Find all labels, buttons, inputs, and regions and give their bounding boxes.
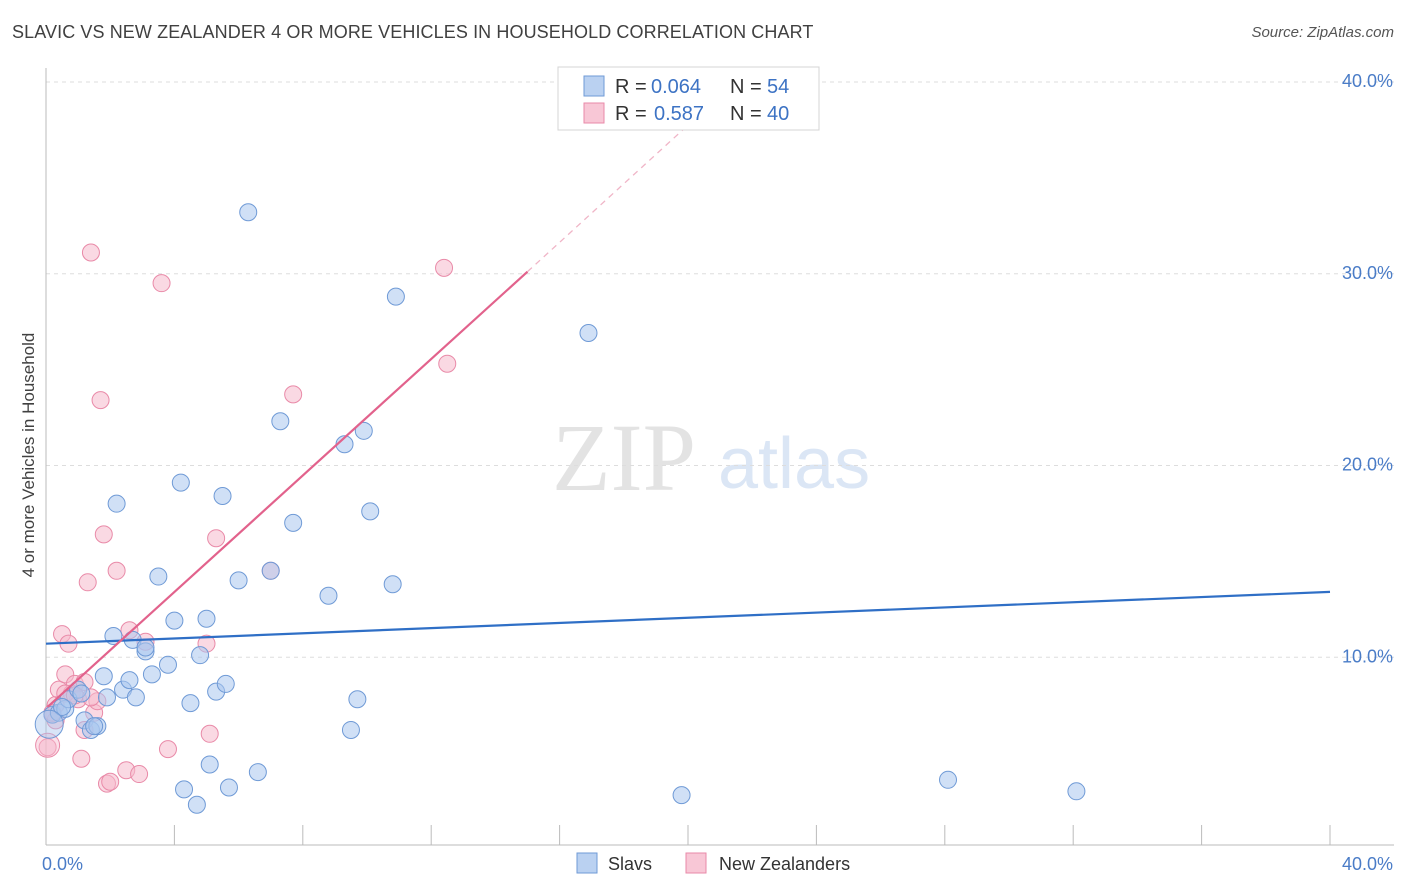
nz-point-32 bbox=[435, 258, 454, 277]
nz-trend-line bbox=[46, 270, 529, 708]
slavs-point-40 bbox=[341, 720, 360, 739]
y-tick-labels: 10.0% 20.0% 30.0% 40.0% bbox=[1342, 71, 1393, 666]
trend-lines bbox=[45, 115, 1331, 708]
chart-source: Source: ZipAtlas.com bbox=[1251, 24, 1394, 41]
nz-point-31 bbox=[284, 385, 303, 404]
y-tick-label-3: 40.0% bbox=[1342, 71, 1393, 91]
nz-point-25 bbox=[152, 274, 171, 293]
slavs-point-24 bbox=[187, 795, 206, 814]
y-tick-label-1: 20.0% bbox=[1342, 455, 1393, 475]
x-tick-labels: 0.0% 40.0% bbox=[42, 854, 1393, 874]
slavs-point-9 bbox=[97, 688, 116, 707]
slavs-point-53 bbox=[72, 684, 91, 703]
slavs-point-37 bbox=[284, 513, 303, 532]
gridlines bbox=[46, 81, 1394, 658]
slavs-point-26 bbox=[197, 609, 216, 628]
legend-n-label-slavs: N = bbox=[730, 76, 762, 98]
slavs-point-11 bbox=[107, 494, 126, 513]
bottom-legend-swatch-nz bbox=[685, 852, 707, 874]
slavs-point-cluster bbox=[34, 709, 64, 739]
slavs-points bbox=[34, 203, 1086, 814]
y-axis-label: 4 or more Vehicles in Household bbox=[19, 333, 38, 578]
slavs-point-18 bbox=[149, 567, 168, 586]
new-zealanders-points bbox=[35, 243, 457, 793]
slavs-point-34 bbox=[248, 763, 267, 782]
slavs-point-45 bbox=[386, 287, 405, 306]
slavs-point-36 bbox=[271, 412, 290, 431]
y-tick-label-2: 30.0% bbox=[1342, 263, 1393, 283]
slavs-point-22 bbox=[175, 780, 194, 799]
slavs-point-23 bbox=[181, 694, 200, 713]
slavs-point-25 bbox=[191, 646, 210, 665]
slavs-point-13 bbox=[120, 671, 139, 690]
watermark-atlas: atlas bbox=[718, 424, 870, 504]
nz-point-0 bbox=[38, 738, 57, 757]
nz-point-20 bbox=[107, 561, 126, 580]
watermark-zip: ZIP bbox=[552, 404, 696, 511]
nz-point-28 bbox=[200, 724, 219, 743]
legend-r-label-nz: R = bbox=[615, 103, 647, 125]
x-tick-label-1: 40.0% bbox=[1342, 854, 1393, 874]
legend-swatch-nz bbox=[583, 102, 605, 124]
series-legend: Slavs New Zealanders bbox=[576, 852, 850, 874]
axes bbox=[45, 68, 1394, 846]
slavs-point-31 bbox=[219, 778, 238, 797]
chart-title: SLAVIC VS NEW ZEALANDER 4 OR MORE VEHICL… bbox=[12, 22, 814, 42]
correlation-legend: R = 0.064 N = 54 R = 0.587 N = 40 bbox=[557, 66, 820, 131]
slavs-point-33 bbox=[239, 203, 258, 222]
slavs-point-35 bbox=[261, 561, 280, 580]
bottom-legend-nz: New Zealanders bbox=[719, 854, 850, 874]
slavs-point-44 bbox=[383, 575, 402, 594]
nz-point-33 bbox=[438, 354, 457, 373]
slavs-point-8 bbox=[94, 667, 113, 686]
slavs-trend-line bbox=[45, 590, 1331, 645]
slavs-point-27 bbox=[200, 755, 219, 774]
slavs-point-29 bbox=[213, 487, 232, 506]
slavs-point-32 bbox=[229, 571, 248, 590]
slavs-point-41 bbox=[348, 690, 367, 709]
legend-r-value-nz: 0.587 bbox=[654, 103, 704, 125]
slavs-point-50 bbox=[136, 638, 155, 657]
legend-n-value-slavs: 54 bbox=[767, 76, 789, 98]
slavs-point-46 bbox=[579, 324, 598, 343]
slavs-point-43 bbox=[361, 502, 380, 521]
y-tick-label-0: 10.0% bbox=[1342, 646, 1393, 666]
nz-point-26 bbox=[158, 740, 177, 759]
legend-r-label-slavs: R = bbox=[615, 76, 647, 98]
nz-point-12 bbox=[78, 573, 97, 592]
slavs-point-17 bbox=[142, 665, 161, 684]
slavs-point-21 bbox=[171, 473, 190, 492]
nz-point-cluster bbox=[35, 732, 61, 758]
slavs-point-49 bbox=[1067, 782, 1086, 801]
slavs-point-48 bbox=[939, 770, 958, 789]
nz-point-13 bbox=[81, 243, 100, 262]
slavs-point-51 bbox=[85, 717, 104, 736]
slavs-point-20 bbox=[165, 611, 184, 630]
nz-trend-line-extension bbox=[527, 115, 699, 273]
slavs-point-47 bbox=[672, 786, 691, 805]
legend-n-label-nz: N = bbox=[730, 103, 762, 125]
bottom-legend-slavs: Slavs bbox=[608, 854, 652, 874]
slavs-point-52 bbox=[53, 697, 72, 716]
nz-point-23 bbox=[130, 765, 149, 784]
nz-point-16 bbox=[91, 391, 110, 410]
slavs-point-15 bbox=[126, 688, 145, 707]
x-tick-label-0: 0.0% bbox=[42, 854, 83, 874]
slavs-point-42 bbox=[354, 421, 373, 440]
nz-point-29 bbox=[207, 529, 226, 548]
legend-swatch-slavs bbox=[583, 75, 605, 97]
slavs-point-30 bbox=[216, 674, 235, 693]
legend-r-value-slavs: 0.064 bbox=[651, 76, 701, 98]
nz-point-19 bbox=[101, 772, 120, 791]
slavs-point-38 bbox=[319, 586, 338, 605]
slavs-point-19 bbox=[158, 655, 177, 674]
legend-n-value-nz: 40 bbox=[767, 103, 789, 125]
nz-point-10 bbox=[72, 749, 91, 768]
nz-point-17 bbox=[94, 525, 113, 544]
bottom-legend-swatch-slavs bbox=[576, 852, 598, 874]
